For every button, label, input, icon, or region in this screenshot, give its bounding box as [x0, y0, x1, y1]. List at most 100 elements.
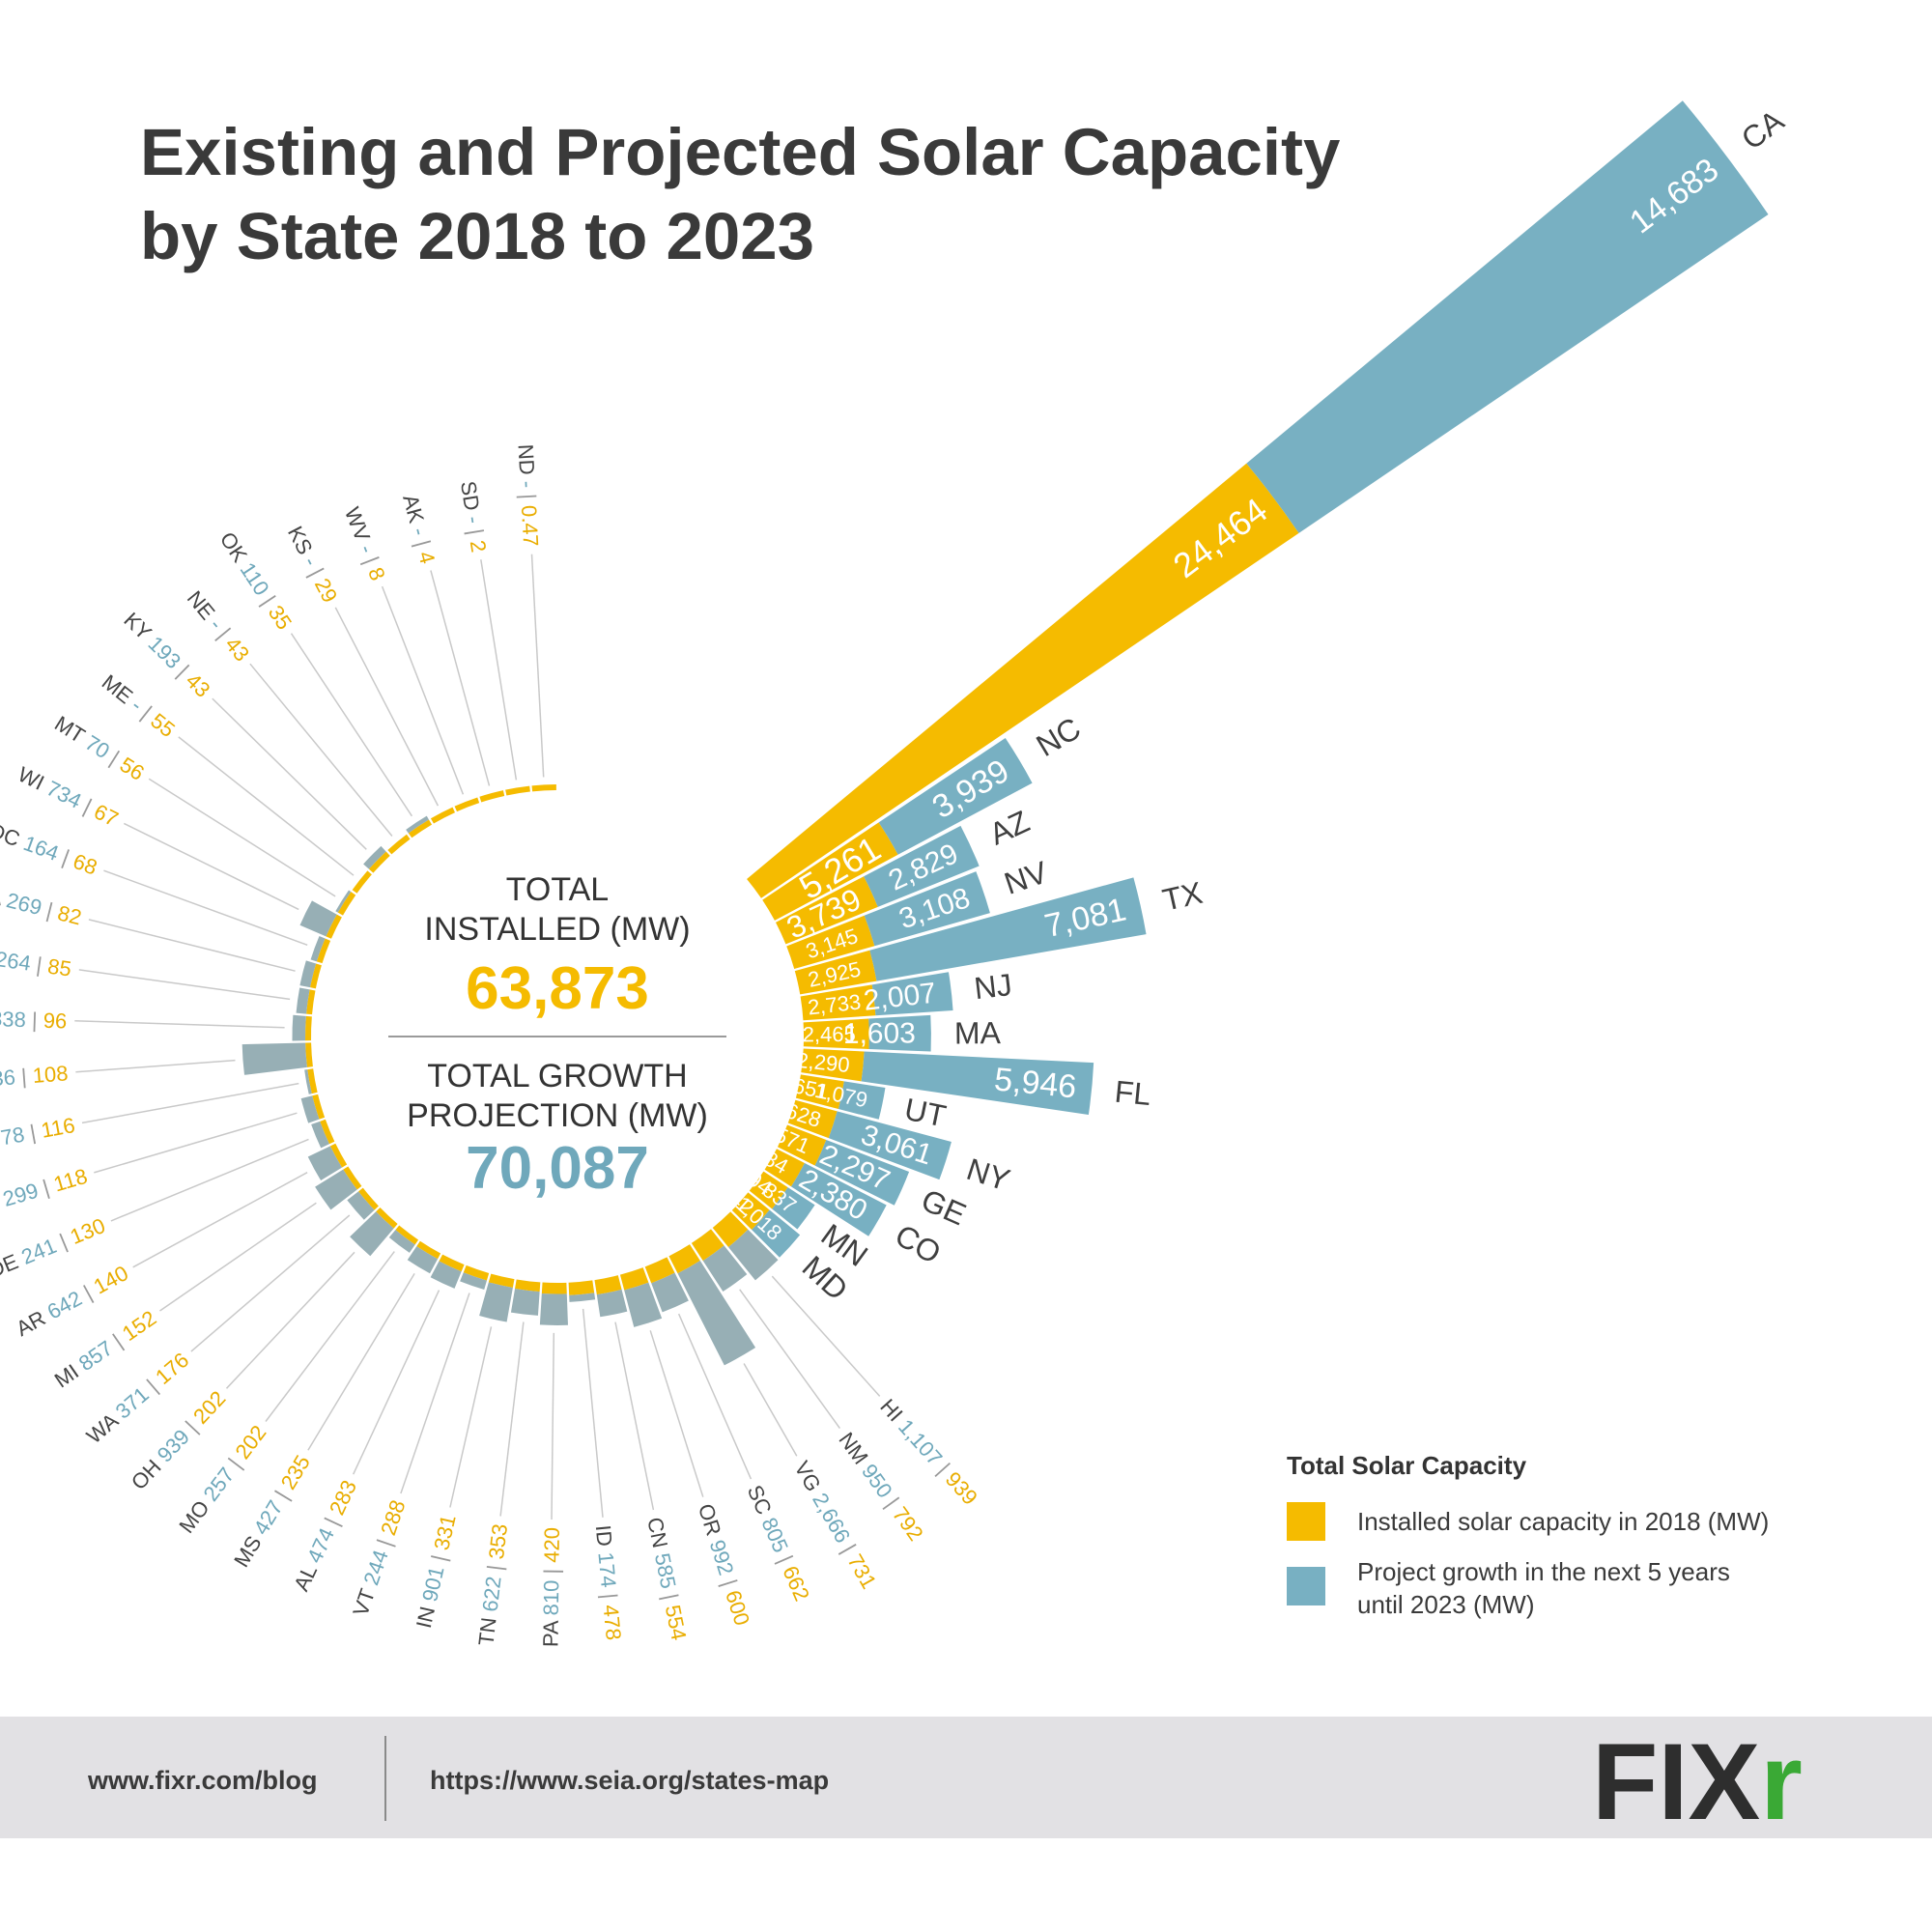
state-entry-tn: TN 622 | 353	[473, 1522, 512, 1647]
state-label-nv: NV	[1000, 854, 1052, 901]
bar-installed-pa	[541, 1282, 567, 1294]
value-label-growth-il: 1,636	[0, 1065, 16, 1093]
legend-installed-label: Installed solar capacity in 2018 (MW)	[1357, 1507, 1769, 1536]
leader-line-ak	[430, 570, 491, 786]
state-name-ia: IA	[0, 881, 10, 910]
value-label-installed-nd: 0.47	[517, 504, 543, 547]
bar-installed-ri	[312, 1094, 326, 1120]
leader-line-mo	[265, 1251, 395, 1422]
leader-line-wv	[381, 585, 465, 795]
bar-growth-pa	[539, 1293, 568, 1325]
bar-installed-sd	[505, 785, 530, 796]
leader-line-wi	[123, 822, 299, 911]
bar-installed-ak	[479, 790, 505, 803]
state-label-co: CO	[890, 1217, 948, 1270]
bar-growth-nh	[296, 987, 310, 1014]
state-label-ca: CA	[1735, 102, 1791, 156]
bar-installed-ca	[747, 463, 1299, 898]
state-entry-wv: WV - | 8	[340, 503, 390, 583]
separator-sd: |	[463, 522, 490, 543]
value-label-growth-nh: 264	[0, 946, 33, 975]
bar-growth-mi	[315, 1169, 357, 1210]
state-label-ut: UT	[901, 1092, 949, 1134]
bar-growth-vg	[677, 1261, 756, 1366]
value-label-installed-de: 130	[67, 1212, 108, 1248]
state-name-nd: ND	[514, 443, 540, 481]
value-label-installed-ma: 2,465	[803, 1022, 856, 1046]
state-entry-vt: VT 244 | 288	[348, 1496, 410, 1619]
leader-line-vt	[400, 1293, 470, 1494]
bar-installed-cn	[594, 1275, 622, 1295]
title-line-1: Existing and Projected Solar Capacity	[140, 115, 1340, 189]
fixr-logo-main: FIX	[1592, 1721, 1760, 1842]
bar-installed-ks	[430, 807, 455, 824]
leader-line-or	[649, 1330, 704, 1497]
growth-label-line-1: TOTAL GROWTH	[427, 1058, 687, 1094]
separator-id: |	[597, 1586, 623, 1605]
bar-installed-wa-dc	[316, 938, 331, 964]
bar-growth-nm	[702, 1245, 748, 1293]
state-name-id: ID	[591, 1524, 618, 1553]
leader-line-mt	[148, 778, 336, 897]
value-label-installed-sd: 2	[466, 538, 492, 554]
bar-installed-wv	[454, 797, 480, 812]
fixr-logo-accent: r	[1760, 1721, 1803, 1842]
separator-in: |	[425, 1547, 452, 1569]
footer-bar	[0, 1717, 1932, 1838]
bar-growth-ma	[868, 1014, 931, 1052]
leader-line-pa	[551, 1332, 555, 1520]
footer-source-link[interactable]: https://www.seia.org/states-map	[430, 1766, 829, 1795]
bar-growth-wa-dc	[310, 935, 326, 962]
value-label-installed-la: 96	[43, 1008, 67, 1033]
state-entry-sc: SC 805 | 662	[743, 1481, 814, 1604]
leader-line-nm	[739, 1289, 841, 1430]
leader-line-nd	[530, 554, 545, 778]
bar-installed-ma	[803, 1018, 869, 1049]
leader-line-sc	[677, 1313, 753, 1480]
bar-installed-me	[352, 870, 372, 894]
bar-installed-wa	[358, 1187, 379, 1210]
bar-growth-az	[864, 825, 980, 907]
state-name-ri: RI	[0, 1188, 7, 1219]
leader-line-la	[74, 1019, 285, 1029]
leader-line-al	[353, 1290, 440, 1475]
state-name-pa: PA	[538, 1615, 562, 1647]
bar-installed-la	[305, 1015, 312, 1041]
bar-installed-ge	[777, 1124, 827, 1166]
bar-installed-al	[439, 1254, 465, 1272]
bar-growth-la	[292, 1014, 306, 1041]
leader-line-in	[449, 1326, 493, 1508]
fixr-logo: FIXr	[1592, 1721, 1803, 1842]
value-label-installed-sc: 662	[779, 1562, 815, 1605]
bar-installed-mt	[337, 892, 356, 916]
bar-installed-mo	[395, 1225, 419, 1245]
state-entry-ne: NE - | 43	[183, 585, 254, 666]
bar-growth-ca	[1246, 100, 1769, 533]
bar-installed-sc	[644, 1257, 675, 1284]
value-label-growth-sd: -	[462, 514, 487, 525]
bar-installed-or	[619, 1267, 649, 1291]
bar-growth-nc	[878, 738, 1033, 855]
state-entry-wy: WY 78 | 116	[0, 1113, 76, 1157]
radial-bars	[242, 100, 1769, 1366]
bar-growth-il	[242, 1042, 307, 1075]
bar-growth-ky	[363, 845, 386, 869]
state-entry-cn: CN 585 | 554	[643, 1515, 692, 1642]
leader-line-wa-dc	[103, 869, 308, 947]
state-entry-ri: RI 299 | 118	[0, 1163, 90, 1218]
bar-growth-nj	[871, 972, 953, 1016]
value-label-growth-wy: 78	[0, 1122, 26, 1150]
bar-growth-in	[479, 1282, 513, 1322]
value-label-growth-ma: 1,603	[843, 1017, 916, 1050]
bar-installed-oh	[376, 1208, 398, 1229]
installed-label-line-2: INSTALLED (MW)	[424, 911, 690, 948]
state-entry-ks: KS - | 29	[283, 522, 342, 606]
separator-wy: |	[22, 1119, 43, 1146]
bar-installed-nv	[786, 915, 875, 969]
bar-growth-ut	[838, 1081, 886, 1120]
leader-line-mi	[159, 1202, 317, 1312]
legend-growth-label-line-1: Project growth in the next 5 years	[1357, 1557, 1730, 1586]
value-label-installed-nj: 2,733	[807, 989, 863, 1019]
footer-blog-link[interactable]: www.fixr.com/blog	[87, 1766, 318, 1795]
